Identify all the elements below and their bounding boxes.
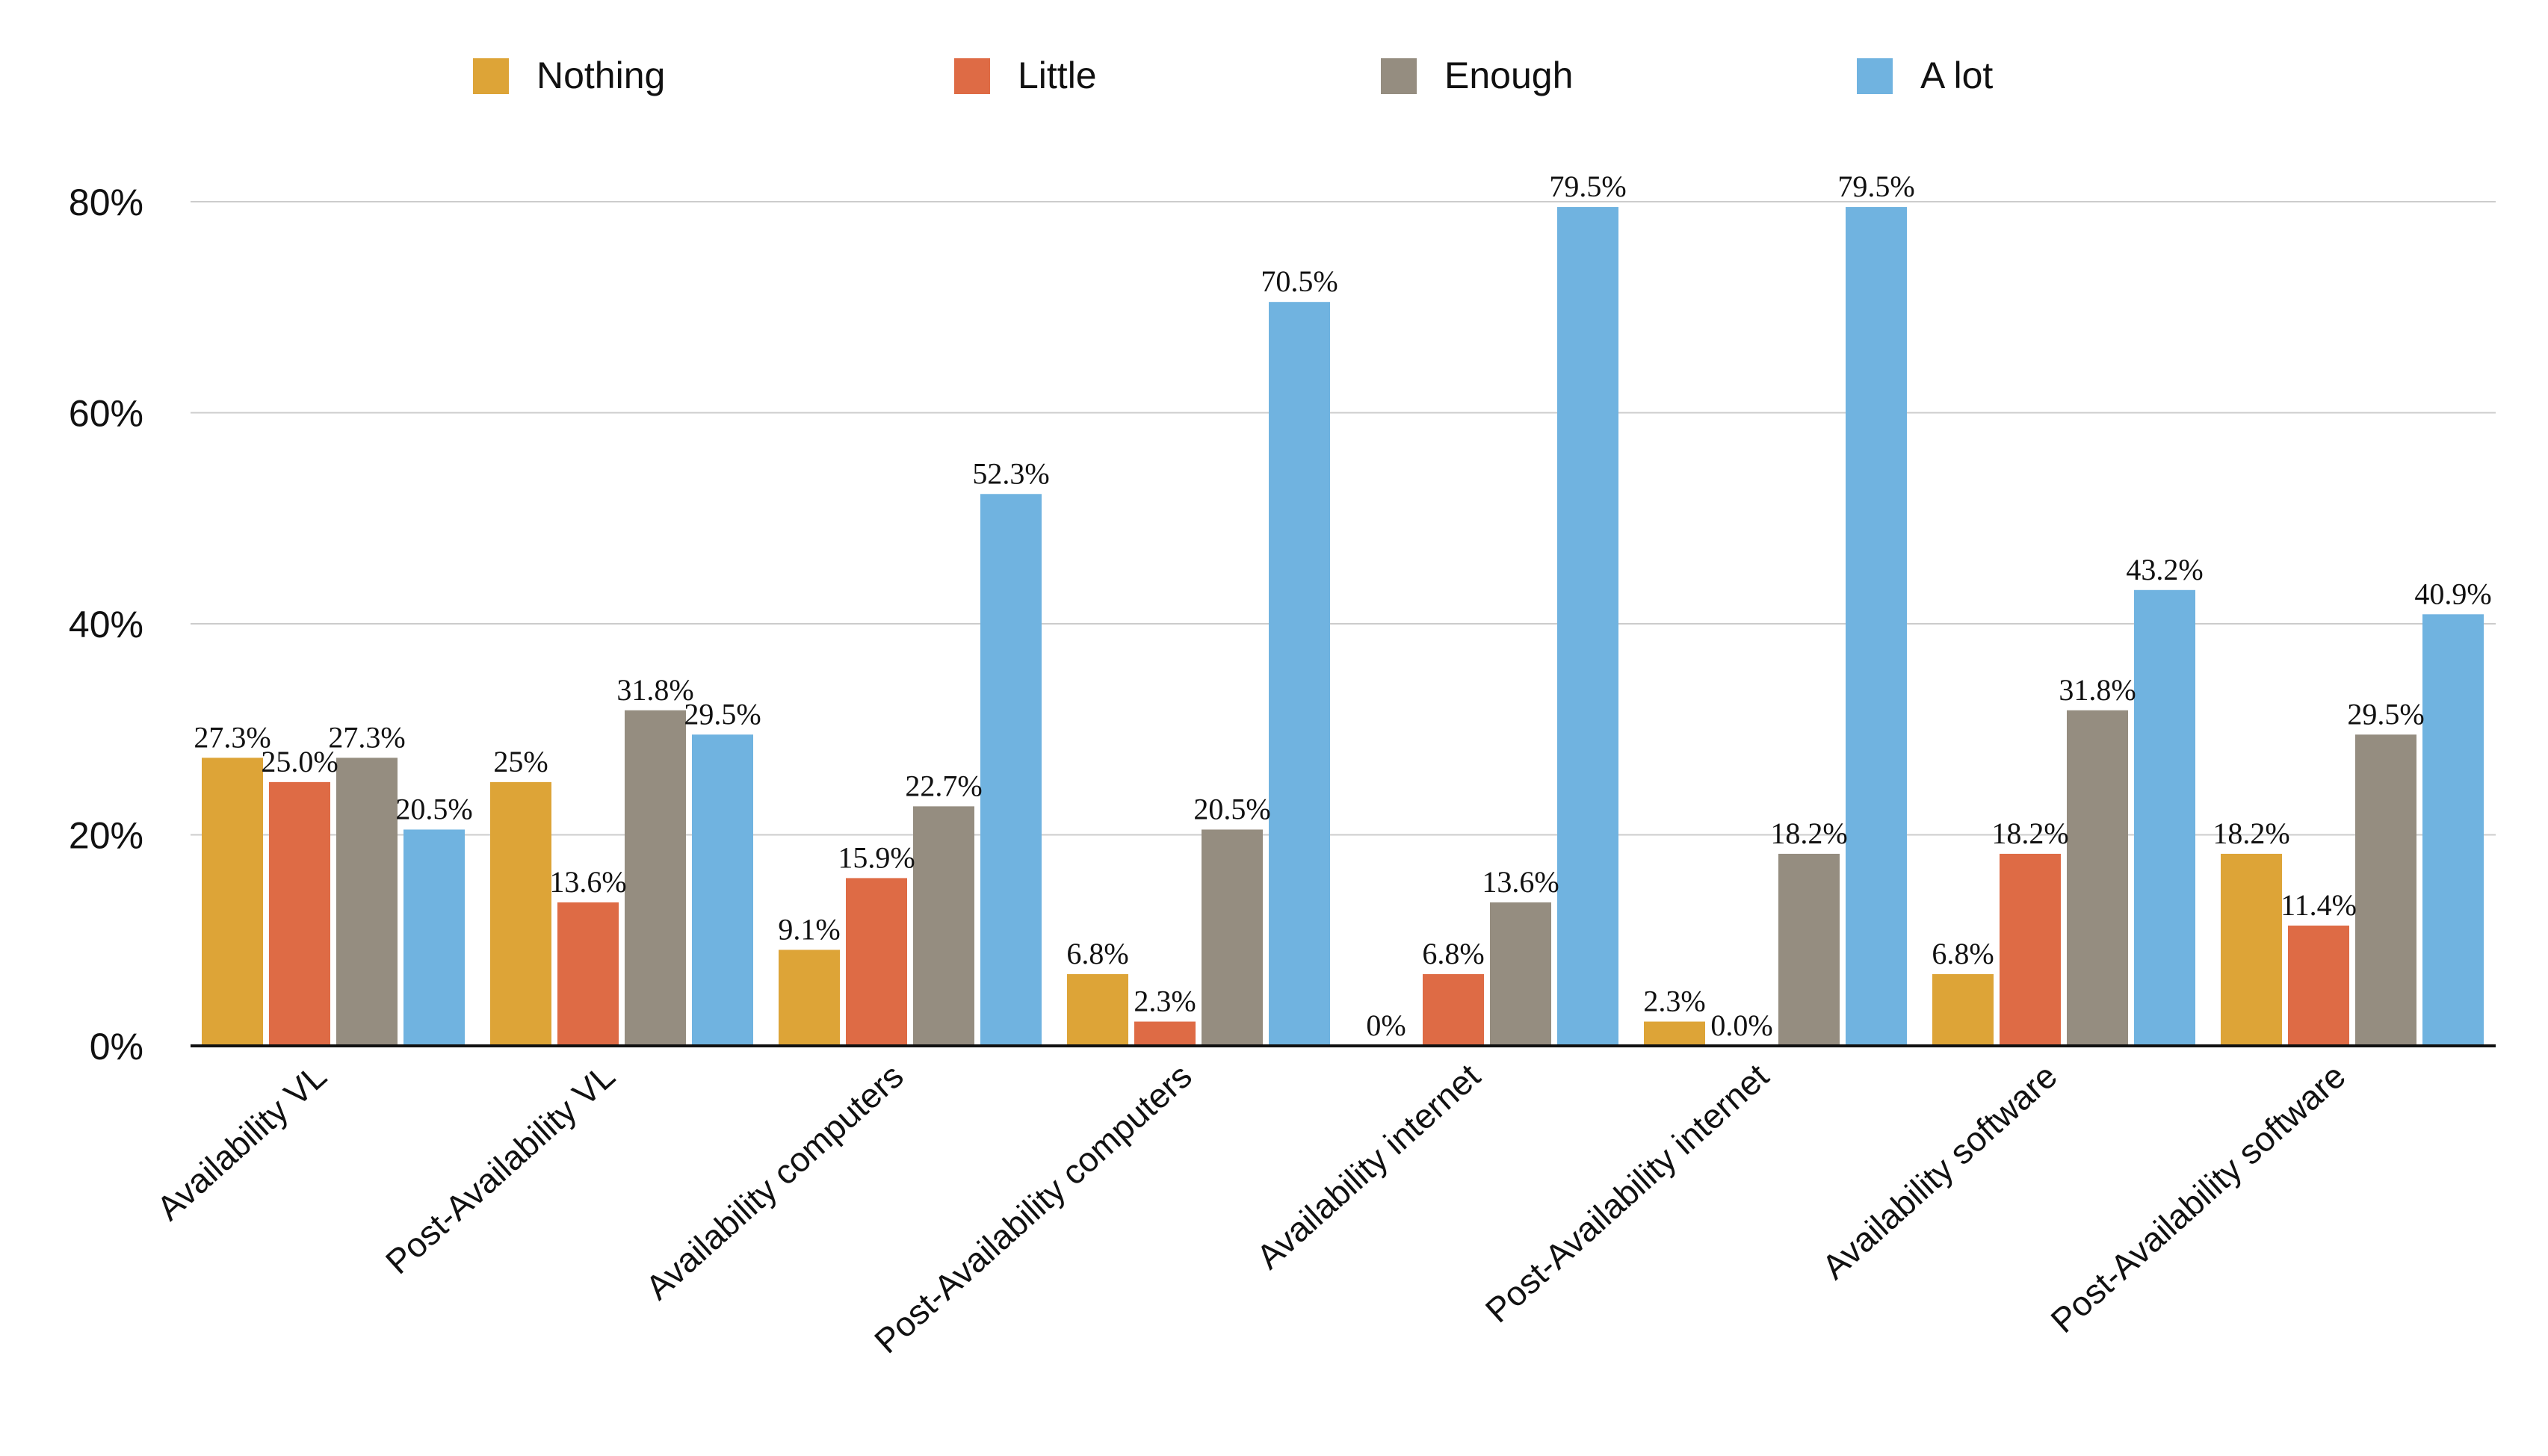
bar — [2288, 925, 2349, 1046]
bar — [1202, 829, 1263, 1046]
data-label: 29.5% — [684, 697, 761, 731]
data-label: 31.8% — [2059, 673, 2136, 707]
data-label: 11.4% — [2280, 888, 2357, 922]
y-tick-label: 40% — [69, 604, 143, 645]
bar — [490, 781, 551, 1046]
data-label: 22.7% — [905, 769, 982, 802]
legend-swatch-3 — [1857, 58, 1893, 94]
data-label: 18.2% — [2213, 817, 2289, 850]
legend-label-2: Enough — [1444, 55, 1573, 96]
y-tick-label: 20% — [69, 815, 143, 857]
data-label: 25.0% — [261, 745, 338, 778]
bar — [1778, 853, 1840, 1046]
data-label: 2.3% — [1643, 985, 1705, 1018]
bar — [1644, 1021, 1705, 1046]
x-tick-label: Availability VL — [149, 1056, 334, 1228]
x-tick-label: Post-Availability internet — [1478, 1056, 1776, 1330]
bar — [1067, 973, 1128, 1046]
y-tick-label: 0% — [90, 1026, 143, 1068]
data-label: 13.6% — [1482, 865, 1559, 899]
data-label: 9.1% — [778, 912, 840, 946]
data-label: 13.6% — [549, 865, 626, 899]
data-label: 43.2% — [2126, 553, 2203, 586]
bar — [2067, 710, 2128, 1046]
bar — [1932, 973, 1994, 1046]
data-label: 6.8% — [1422, 937, 1484, 970]
data-label: 27.3% — [194, 720, 270, 754]
legend-label-1: Little — [1018, 55, 1097, 96]
x-tick-label: Availability computers — [638, 1056, 911, 1307]
bar — [1134, 1021, 1196, 1046]
data-label: 79.5% — [1549, 170, 1626, 203]
data-label: 40.9% — [2414, 577, 2491, 610]
y-tick-label: 80% — [69, 182, 143, 223]
legend-swatch-1 — [954, 58, 990, 94]
data-label: 20.5% — [395, 792, 472, 825]
bar — [336, 758, 398, 1046]
x-tick-label: Post-Availability VL — [378, 1056, 622, 1282]
value-labels: 27.3%25.0%27.3%20.5%25%13.6%31.8%29.5%9.… — [194, 170, 2491, 1042]
data-label: 31.8% — [616, 673, 693, 707]
bar — [557, 902, 619, 1046]
y-tick-label: 60% — [69, 393, 143, 435]
bar — [779, 950, 840, 1046]
data-label: 27.3% — [328, 720, 405, 754]
bars — [202, 207, 2484, 1046]
data-label: 0.0% — [1710, 1009, 1772, 1042]
legend-label-0: Nothing — [536, 55, 665, 96]
data-label: 18.2% — [1770, 817, 1847, 850]
bar — [846, 878, 907, 1046]
data-label: 20.5% — [1193, 792, 1270, 825]
data-label: 6.8% — [1066, 937, 1128, 970]
x-tick-label: Availability software — [1814, 1056, 2064, 1286]
legend: Nothing Little Enough A lot — [473, 55, 1993, 96]
data-label: 70.5% — [1261, 264, 1338, 298]
bar — [980, 494, 1042, 1046]
data-label: 29.5% — [2347, 697, 2424, 731]
data-label: 25% — [493, 745, 548, 778]
data-label: 52.3% — [972, 456, 1049, 490]
legend-label-3: A lot — [1920, 55, 1993, 96]
bar — [1557, 207, 1618, 1046]
y-axis-ticks: 0% 20% 40% 60% 80% — [69, 182, 143, 1068]
data-label: 6.8% — [1932, 937, 1994, 970]
data-label: 15.9% — [838, 840, 915, 874]
legend-swatch-2 — [1381, 58, 1417, 94]
data-label: 18.2% — [1991, 817, 2068, 850]
x-tick-label: Post-Availability computers — [867, 1056, 1199, 1361]
bar — [2355, 734, 2416, 1046]
bar — [269, 781, 330, 1046]
data-label: 79.5% — [1837, 170, 1914, 203]
bar — [403, 829, 465, 1046]
bar — [2000, 853, 2061, 1046]
bar — [625, 710, 686, 1046]
bar — [202, 758, 263, 1046]
bar — [1423, 973, 1484, 1046]
data-label: 0% — [1366, 1009, 1406, 1042]
bar — [2134, 589, 2195, 1046]
legend-swatch-0 — [473, 58, 509, 94]
bar — [1269, 302, 1330, 1046]
data-label: 2.3% — [1134, 985, 1196, 1018]
bar — [1846, 207, 1907, 1046]
bar — [913, 806, 974, 1046]
x-axis-labels: Availability VL Post-Availability VL Avail… — [149, 1056, 2353, 1361]
bar — [692, 734, 753, 1046]
bar — [1490, 902, 1551, 1046]
x-tick-label: Post-Availability software — [2044, 1056, 2353, 1340]
x-tick-label: Availability internet — [1249, 1056, 1487, 1277]
bar — [2422, 614, 2484, 1046]
bar — [2221, 853, 2282, 1046]
